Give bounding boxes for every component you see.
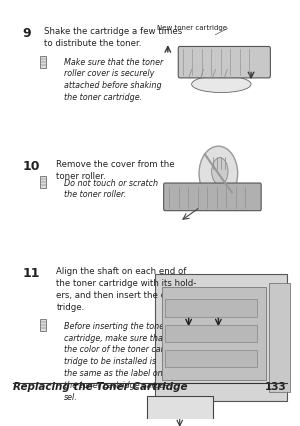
FancyBboxPatch shape <box>155 274 287 401</box>
FancyBboxPatch shape <box>40 319 46 331</box>
Ellipse shape <box>212 158 228 185</box>
Circle shape <box>199 147 238 201</box>
FancyBboxPatch shape <box>164 184 261 211</box>
Text: 9: 9 <box>22 27 31 40</box>
FancyBboxPatch shape <box>165 325 257 343</box>
FancyBboxPatch shape <box>40 176 46 188</box>
Text: Align the shaft on each end of
the toner cartridge with its hold-
ers, and then : Align the shaft on each end of the toner… <box>56 267 197 311</box>
FancyBboxPatch shape <box>178 47 270 79</box>
Text: Make sure that the toner
roller cover is securely
attached before shaking
the to: Make sure that the toner roller cover is… <box>64 58 163 102</box>
FancyBboxPatch shape <box>165 300 257 317</box>
FancyBboxPatch shape <box>40 57 46 69</box>
FancyBboxPatch shape <box>165 350 257 368</box>
Text: Do not touch or scratch
the toner roller.: Do not touch or scratch the toner roller… <box>64 178 158 199</box>
Text: Remove the cover from the
toner roller.: Remove the cover from the toner roller. <box>56 159 175 180</box>
Text: 11: 11 <box>22 267 40 280</box>
FancyBboxPatch shape <box>268 283 290 392</box>
Ellipse shape <box>192 77 251 93</box>
Text: New toner cartridge: New toner cartridge <box>157 25 227 31</box>
Text: Before inserting the toner
cartridge, make sure that
the color of the toner car-: Before inserting the toner cartridge, ma… <box>64 321 167 401</box>
FancyBboxPatch shape <box>147 396 213 426</box>
Text: Shake the cartridge a few times
to distribute the toner.: Shake the cartridge a few times to distr… <box>44 27 183 48</box>
Text: Replacing the Toner Cartridge: Replacing the Toner Cartridge <box>13 381 188 391</box>
Text: 10: 10 <box>22 159 40 173</box>
FancyBboxPatch shape <box>162 287 266 380</box>
Text: 133: 133 <box>265 381 287 391</box>
